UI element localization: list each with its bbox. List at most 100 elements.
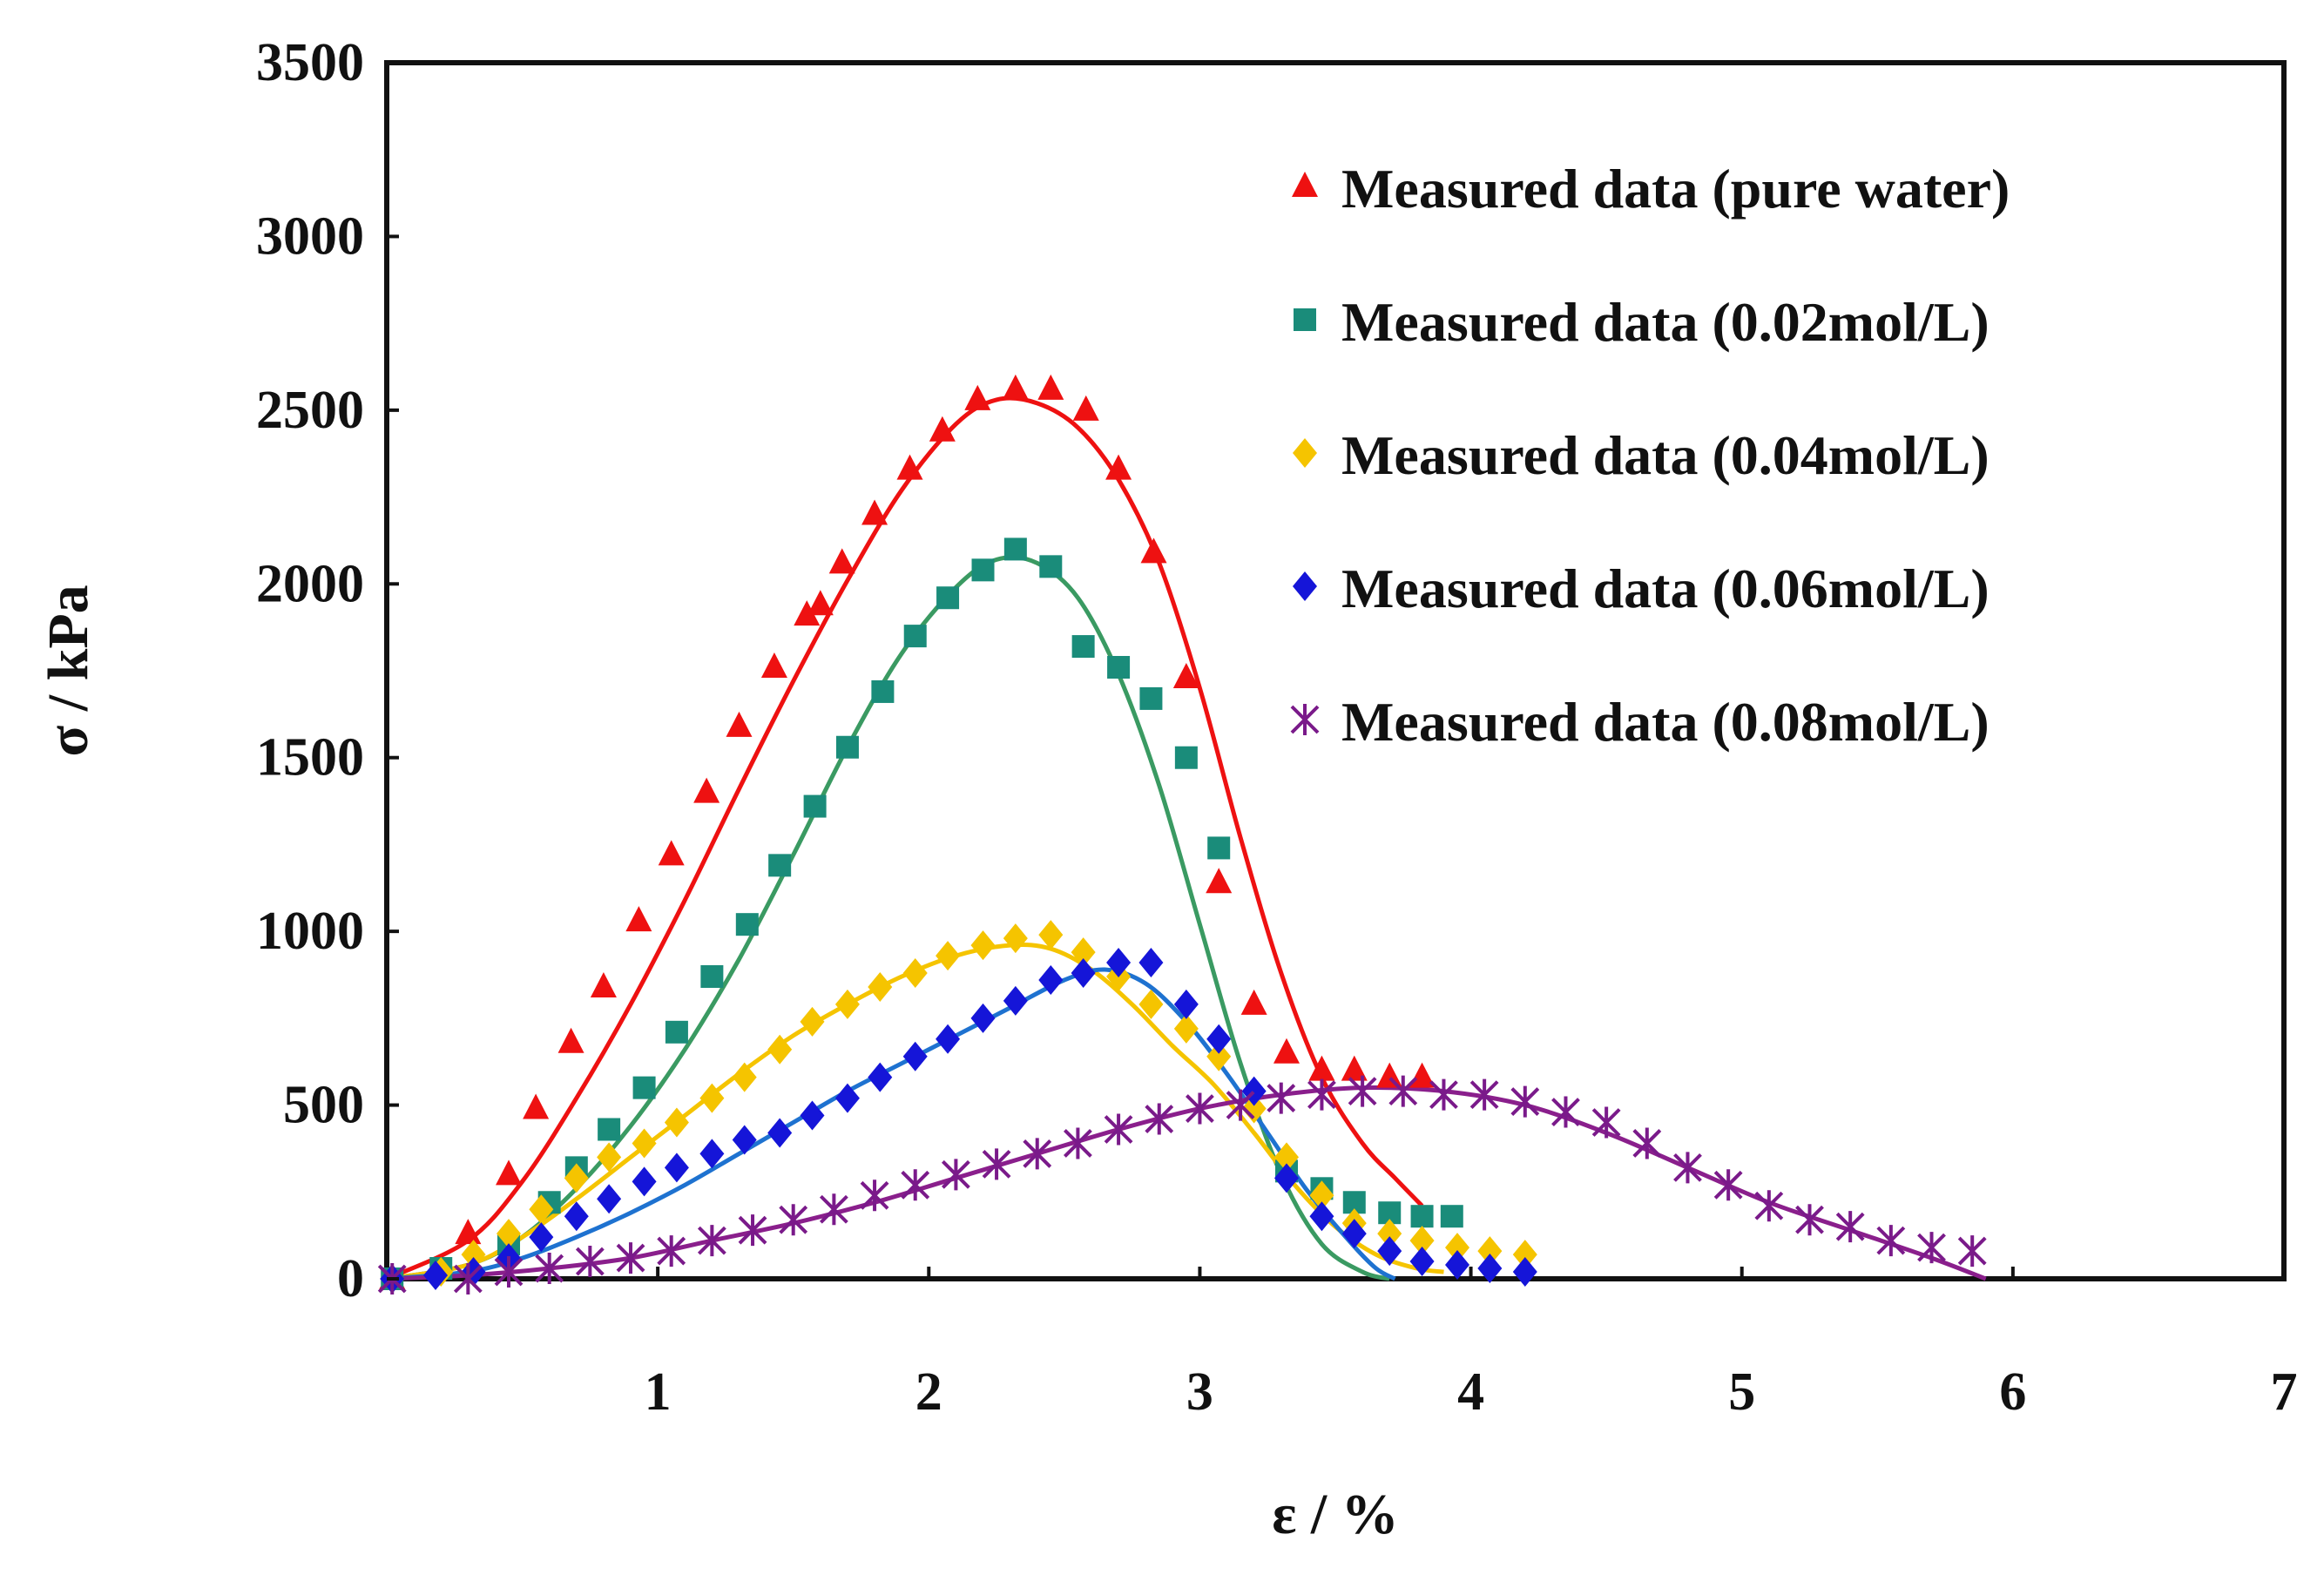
legend: Measured data (pure water) Measured data … [1290, 158, 2010, 753]
data-point [1139, 686, 1163, 710]
data-point [1145, 1103, 1174, 1135]
data-point [699, 1083, 725, 1113]
data-point [529, 1222, 554, 1253]
data-point [453, 1263, 483, 1294]
series-4 [380, 948, 1537, 1294]
data-point [1309, 1180, 1334, 1211]
data-point [964, 384, 991, 410]
legend-marker [1292, 172, 1318, 197]
data-point [834, 1083, 860, 1113]
x-axis-title: ε / % [1272, 1483, 1399, 1546]
data-point [896, 454, 923, 480]
data-point [732, 1062, 757, 1092]
data-point [657, 1235, 686, 1267]
data-point [970, 930, 996, 961]
data-point [529, 1194, 554, 1225]
data-point [1104, 1113, 1133, 1146]
data-point [1409, 1226, 1435, 1256]
data-point [1072, 395, 1099, 421]
data-point [1267, 1082, 1296, 1114]
data-point [800, 1100, 825, 1131]
data-point [1341, 1219, 1367, 1249]
data-point [1410, 1205, 1434, 1228]
data-point [632, 1128, 657, 1159]
data-point [1835, 1211, 1865, 1243]
data-point [1038, 964, 1064, 995]
data-point [794, 600, 821, 626]
data-point [1063, 1127, 1092, 1159]
data-point [1917, 1232, 1946, 1264]
data-point [868, 1062, 893, 1092]
legend-item-3: Measured data (0.04mol/L) [1293, 424, 1990, 486]
data-point [616, 1242, 645, 1274]
legend-item-1: Measured data (pure water) [1292, 158, 2010, 220]
data-point [1440, 1205, 1463, 1228]
data-point [597, 1142, 622, 1173]
data-point [1673, 1152, 1702, 1184]
data-markers [377, 374, 1987, 1294]
data-point [1273, 1163, 1299, 1193]
x-tick-label: 5 [1728, 1362, 1755, 1422]
y-tick-label: 1000 [256, 902, 364, 961]
data-point [1409, 1062, 1436, 1088]
data-point [871, 679, 895, 703]
data-point [1173, 1013, 1199, 1044]
data-point [1308, 1055, 1335, 1081]
legend-label: Measured data (0.04mol/L) [1341, 424, 1990, 486]
data-point [828, 548, 855, 574]
data-point [1240, 989, 1267, 1015]
legend-item-2: Measured data (0.02mol/L) [1294, 291, 1990, 353]
data-point [738, 1214, 767, 1247]
data-point [901, 1169, 930, 1201]
data-point [598, 1118, 621, 1141]
data-point [1037, 374, 1064, 400]
legend-marker [1293, 571, 1317, 601]
data-point [1957, 1235, 1987, 1267]
data-point [936, 586, 960, 610]
legend-marker [1290, 704, 1320, 735]
data-point [664, 1153, 689, 1183]
axis-ticks: 0 500 1000 1500 2000 2500 3000 3500 1 2 3 4 5 6 7 [256, 33, 2298, 1422]
y-tick-label: 1500 [256, 728, 364, 788]
data-point [929, 416, 956, 442]
data-point [1876, 1225, 1906, 1257]
data-point [1174, 746, 1198, 769]
fit-curve-3 [386, 943, 1444, 1281]
y-tick-label: 3500 [256, 33, 364, 92]
data-point [768, 854, 792, 877]
data-point [1226, 1089, 1255, 1121]
data-point [575, 1246, 605, 1278]
data-point [1477, 1236, 1503, 1267]
data-point [936, 1024, 961, 1054]
data-point [494, 1256, 524, 1288]
data-point [632, 1166, 657, 1197]
y-tick-label: 3000 [256, 206, 364, 266]
data-point [1172, 662, 1199, 688]
data-point [1477, 1254, 1503, 1284]
data-point [1173, 989, 1199, 1019]
data-point [1512, 1257, 1537, 1288]
x-tick-label: 1 [645, 1362, 672, 1422]
y-tick-label: 500 [283, 1076, 364, 1135]
data-point [1138, 989, 1164, 1019]
data-point [861, 499, 888, 525]
y-tick-label: 0 [337, 1249, 364, 1308]
legend-item-4: Measured data (0.06mol/L) [1293, 558, 1990, 619]
data-point [1106, 948, 1132, 978]
data-point [1206, 1041, 1232, 1071]
plot-frame [384, 60, 2287, 1281]
data-point [1713, 1169, 1743, 1201]
legend-marker [1294, 308, 1316, 331]
data-point [1377, 1219, 1402, 1249]
data-point [697, 1225, 726, 1257]
data-point [1138, 948, 1164, 978]
data-point [1071, 937, 1096, 968]
data-point [1445, 1233, 1470, 1263]
data-point [1795, 1204, 1824, 1236]
data-point [1348, 1075, 1377, 1107]
legend-label: Measured data (0.08mol/L) [1341, 691, 1990, 753]
data-point [835, 735, 859, 759]
data-point [868, 971, 893, 1002]
data-point [1754, 1190, 1784, 1222]
y-tick-label: 2500 [256, 381, 364, 440]
